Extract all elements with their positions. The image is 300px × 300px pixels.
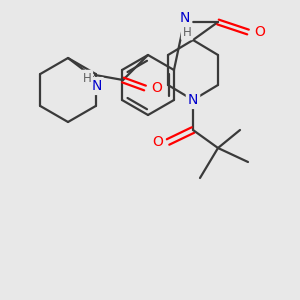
Text: N: N [180,11,190,25]
Text: O: O [153,135,164,149]
Text: O: O [255,25,266,39]
Text: N: N [92,79,102,93]
Text: O: O [152,81,162,95]
Text: H: H [82,71,91,85]
Text: N: N [188,93,198,107]
Text: H: H [183,26,191,38]
